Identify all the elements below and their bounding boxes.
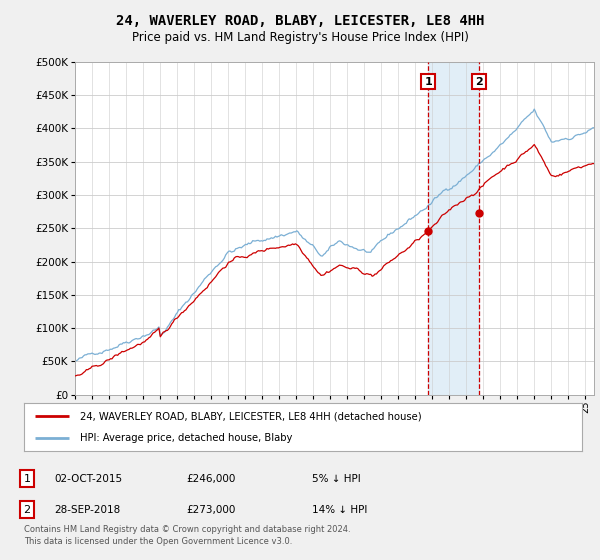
Text: 1: 1 xyxy=(23,474,31,484)
Text: 24, WAVERLEY ROAD, BLABY, LEICESTER, LE8 4HH: 24, WAVERLEY ROAD, BLABY, LEICESTER, LE8… xyxy=(116,14,484,28)
Bar xyxy=(428,62,479,395)
Text: 02-OCT-2015: 02-OCT-2015 xyxy=(54,474,122,484)
Text: HPI: Average price, detached house, Blaby: HPI: Average price, detached house, Blab… xyxy=(80,433,292,443)
Text: £246,000: £246,000 xyxy=(186,474,235,484)
Text: £273,000: £273,000 xyxy=(186,505,235,515)
Text: 2: 2 xyxy=(23,505,31,515)
Text: Contains HM Land Registry data © Crown copyright and database right 2024.
This d: Contains HM Land Registry data © Crown c… xyxy=(24,525,350,546)
Text: 24, WAVERLEY ROAD, BLABY, LEICESTER, LE8 4HH (detached house): 24, WAVERLEY ROAD, BLABY, LEICESTER, LE8… xyxy=(80,411,421,421)
Text: 14% ↓ HPI: 14% ↓ HPI xyxy=(312,505,367,515)
Text: 28-SEP-2018: 28-SEP-2018 xyxy=(54,505,120,515)
Text: 2: 2 xyxy=(475,77,483,87)
Text: 1: 1 xyxy=(424,77,432,87)
Text: 5% ↓ HPI: 5% ↓ HPI xyxy=(312,474,361,484)
Text: Price paid vs. HM Land Registry's House Price Index (HPI): Price paid vs. HM Land Registry's House … xyxy=(131,31,469,44)
